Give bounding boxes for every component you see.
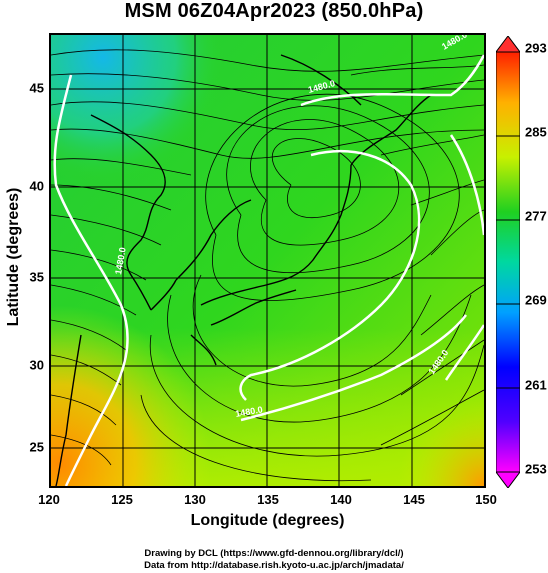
x-tick-label: 120 bbox=[38, 492, 60, 507]
colorbar bbox=[495, 35, 521, 489]
map-canvas: 1480.0 1480.0 1480.0 1480.0 1480.0 bbox=[51, 35, 484, 486]
colorbar-label: 253 bbox=[525, 461, 547, 477]
x-axis-label: Longitude (degrees) bbox=[190, 512, 345, 529]
credit-data: Data from http://database.rish.kyoto-u.a… bbox=[144, 560, 404, 571]
x-tick-label: 135 bbox=[257, 492, 279, 507]
x-tick-label: 145 bbox=[403, 492, 425, 507]
x-tick-label: 130 bbox=[184, 492, 206, 507]
height-contours bbox=[53, 54, 484, 486]
x-tick-label: 150 bbox=[475, 492, 497, 507]
map-plot: 1480.0 1480.0 1480.0 1480.0 1480.0 bbox=[49, 33, 486, 488]
map-title: MSM 06Z04Apr2023 (850.0hPa) bbox=[124, 0, 424, 22]
y-tick-label: 45 bbox=[29, 80, 44, 96]
x-tick-label: 140 bbox=[330, 492, 352, 507]
credit-drawing: Drawing by DCL (https://www.gfd-dennou.o… bbox=[144, 548, 404, 559]
x-tick-label: 125 bbox=[111, 492, 133, 507]
colorbar-label: 293 bbox=[525, 40, 547, 56]
y-tick-label: 35 bbox=[29, 269, 44, 285]
colorbar-label: 269 bbox=[525, 292, 547, 308]
coastlines bbox=[55, 54, 432, 486]
y-axis-label: Latitude (degrees) bbox=[5, 187, 22, 327]
y-tick-label: 25 bbox=[29, 439, 44, 455]
colorbar-label: 277 bbox=[525, 208, 547, 224]
colorbar-label: 285 bbox=[525, 124, 547, 140]
y-tick-label: 40 bbox=[29, 178, 44, 194]
y-tick-label: 30 bbox=[29, 357, 44, 373]
colorbar-graphic bbox=[495, 35, 521, 489]
colorbar-label: 261 bbox=[525, 377, 547, 393]
contour-label: 1480.0 bbox=[235, 404, 264, 419]
contour-label: 1480.0 bbox=[113, 246, 128, 275]
